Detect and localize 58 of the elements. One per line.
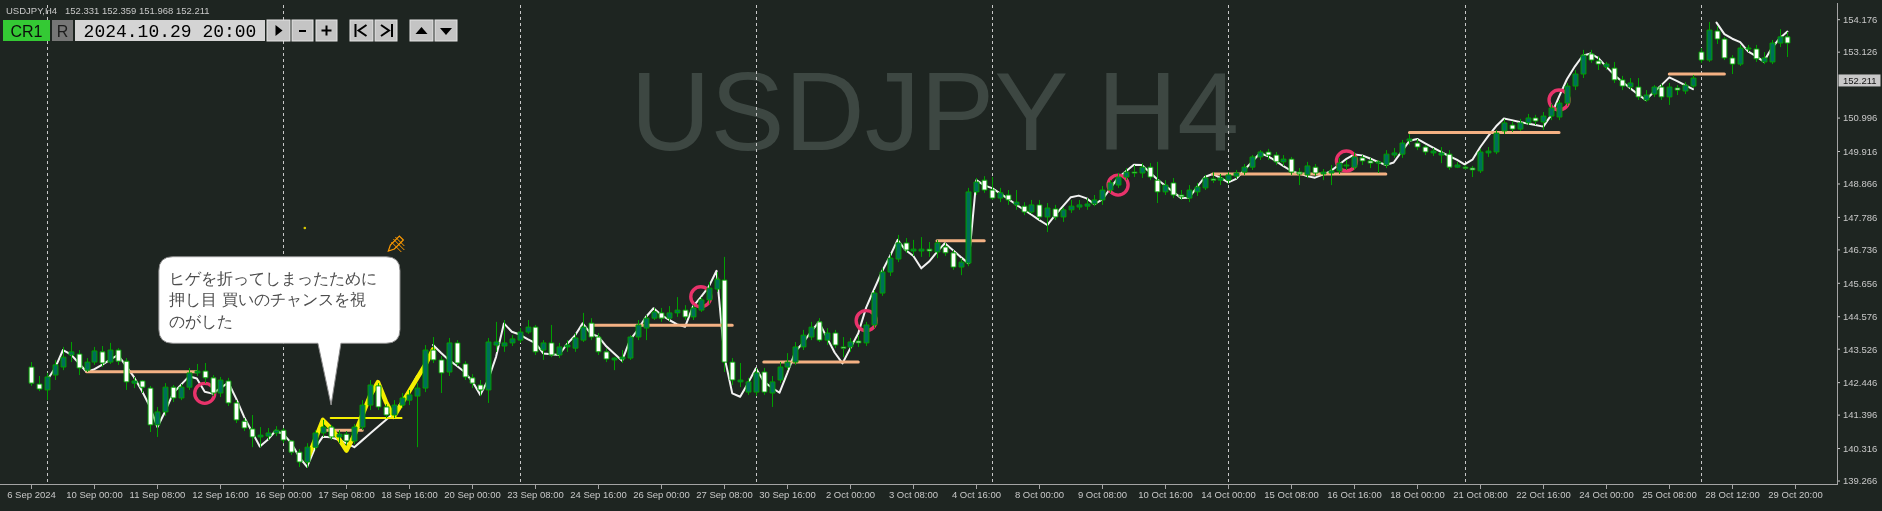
point — [1547, 88, 1571, 112]
chart-title: USDJPY,H4 — [6, 5, 58, 16]
y-tick-label: 141.396 — [1843, 409, 1878, 421]
y-tick-label: 148.866 — [1843, 178, 1878, 190]
annotation: 2024.10.29 20:00 — [83, 22, 257, 42]
x-tick-label: 6 Sep 2024 — [7, 489, 56, 500]
y-tick-label: 153.126 — [1843, 46, 1878, 58]
x-tick-label: 28 Oct 12:00 — [1705, 489, 1760, 500]
x-tick-label: 30 Sep 16:00 — [759, 489, 816, 500]
point — [1334, 149, 1359, 173]
x-tick-label: 8 Oct 00:00 — [1014, 489, 1065, 500]
x-tick-label: 29 Oct 20:00 — [1768, 489, 1823, 500]
control-field: R — [52, 20, 73, 41]
point — [689, 285, 713, 309]
control-field: 2024.10.29 20:00 — [75, 20, 265, 42]
y-tick-label: 145.656 — [1843, 277, 1878, 289]
x-tick-label: 14 Oct 00:00 — [1201, 489, 1256, 500]
x-tick-label: 10 Sep 00:00 — [66, 489, 123, 500]
y-tick-label: 149.916 — [1843, 145, 1878, 157]
y-tick-label: 140.316 — [1843, 442, 1878, 454]
x-tick-label: 17 Sep 08:00 — [318, 489, 375, 500]
y-tick-label: 147.786 — [1843, 211, 1878, 223]
x-tick-label: 9 Oct 08:00 — [1077, 489, 1128, 500]
y-tick-label: 144.576 — [1843, 311, 1878, 323]
x-tick-label: 24 Sep 16:00 — [570, 489, 627, 500]
point — [193, 381, 217, 406]
x-tick-label: 2 Oct 00:00 — [825, 489, 876, 500]
y-tick-label: 143.526 — [1843, 343, 1878, 355]
y-tick-label: 139.266 — [1843, 475, 1878, 487]
y-tick-label: 154.176 — [1843, 13, 1878, 25]
x-tick-label: 25 Oct 08:00 — [1642, 489, 1697, 500]
x-tick-label: 26 Sep 00:00 — [633, 489, 690, 500]
x-tick-label: 15 Oct 08:00 — [1264, 489, 1319, 500]
y-tick-label: 142.446 — [1843, 376, 1878, 388]
x-tick-label: 11 Sep 08:00 — [129, 489, 186, 500]
x-tick-label: 16 Oct 16:00 — [1327, 489, 1382, 500]
candlestick — [1406, 133, 1413, 146]
annotation: CR1 — [10, 23, 43, 40]
point — [1106, 173, 1130, 197]
x-tick-label: 3 Oct 08:00 — [888, 489, 939, 500]
y-tick-label: 146.736 — [1843, 244, 1878, 256]
x-tick-label: 18 Oct 00:00 — [1390, 489, 1445, 500]
x-tick-label: 27 Sep 08:00 — [696, 489, 753, 500]
y-tick-label: 152.211 — [1843, 74, 1877, 86]
y-tick-label: 150.996 — [1843, 112, 1878, 124]
chart-subtitle: 152.331 152.359 151.968 152.211 — [65, 5, 210, 16]
control-field: CR1 — [3, 20, 50, 41]
x-tick-label: 22 Oct 16:00 — [1516, 489, 1571, 500]
x-tick-label: 23 Sep 08:00 — [507, 489, 564, 500]
x-tick-label: 12 Sep 16:00 — [192, 489, 249, 500]
x-tick-label: 16 Sep 00:00 — [255, 489, 312, 500]
x-tick-label: 21 Oct 08:00 — [1453, 489, 1508, 500]
x-tick-label: 24 Oct 00:00 — [1579, 489, 1634, 500]
x-tick-label: 20 Sep 00:00 — [444, 489, 501, 500]
x-tick-label: 18 Sep 16:00 — [381, 489, 438, 500]
x-tick-label: 4 Oct 16:00 — [951, 489, 1002, 500]
annotation: ヒゲを折ってしまったために押し目 買いのチャンスを視のがした — [168, 268, 377, 331]
x-tick-label: 10 Oct 16:00 — [1138, 489, 1193, 500]
